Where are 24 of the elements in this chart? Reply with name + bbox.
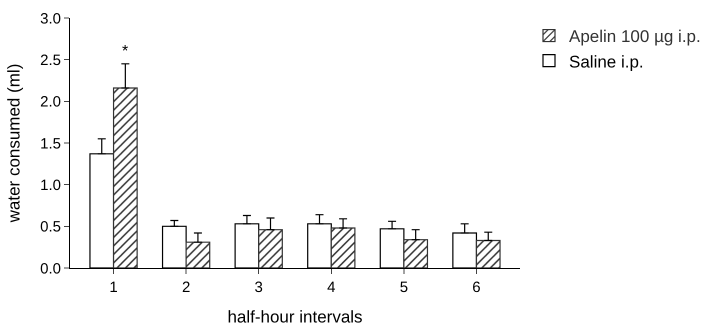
y-axis-title: water consumed (ml) xyxy=(4,64,24,224)
annotation: * xyxy=(122,43,128,60)
text: Apelin 100 µg i.p. xyxy=(569,27,701,46)
x-tick-label: 1 xyxy=(109,279,118,296)
y-tick-label: 0.0 xyxy=(40,260,61,278)
bar xyxy=(258,229,283,268)
x-tick-label: 5 xyxy=(400,279,408,296)
y-tick-label: 2.0 xyxy=(40,94,61,111)
bar xyxy=(403,239,428,268)
y-tick-label: 1.5 xyxy=(40,135,61,152)
x-tick-label: 4 xyxy=(327,279,336,296)
x-tick-label: 3 xyxy=(254,279,263,296)
x-tick-label: 2 xyxy=(182,279,190,296)
y-tick-label: 0.5 xyxy=(40,218,61,236)
y-tick-label: 3.0 xyxy=(40,10,61,28)
y-tick-label: 2.5 xyxy=(40,52,61,69)
bar xyxy=(186,242,210,268)
bar xyxy=(330,227,356,268)
bar xyxy=(476,240,501,268)
x-axis-title: half-hour intervals xyxy=(227,307,363,326)
y-tick-label: 1.0 xyxy=(40,176,61,194)
legend-label: Saline i.p. xyxy=(569,52,644,72)
bar xyxy=(112,87,138,268)
x-tick-label: 6 xyxy=(472,279,481,296)
